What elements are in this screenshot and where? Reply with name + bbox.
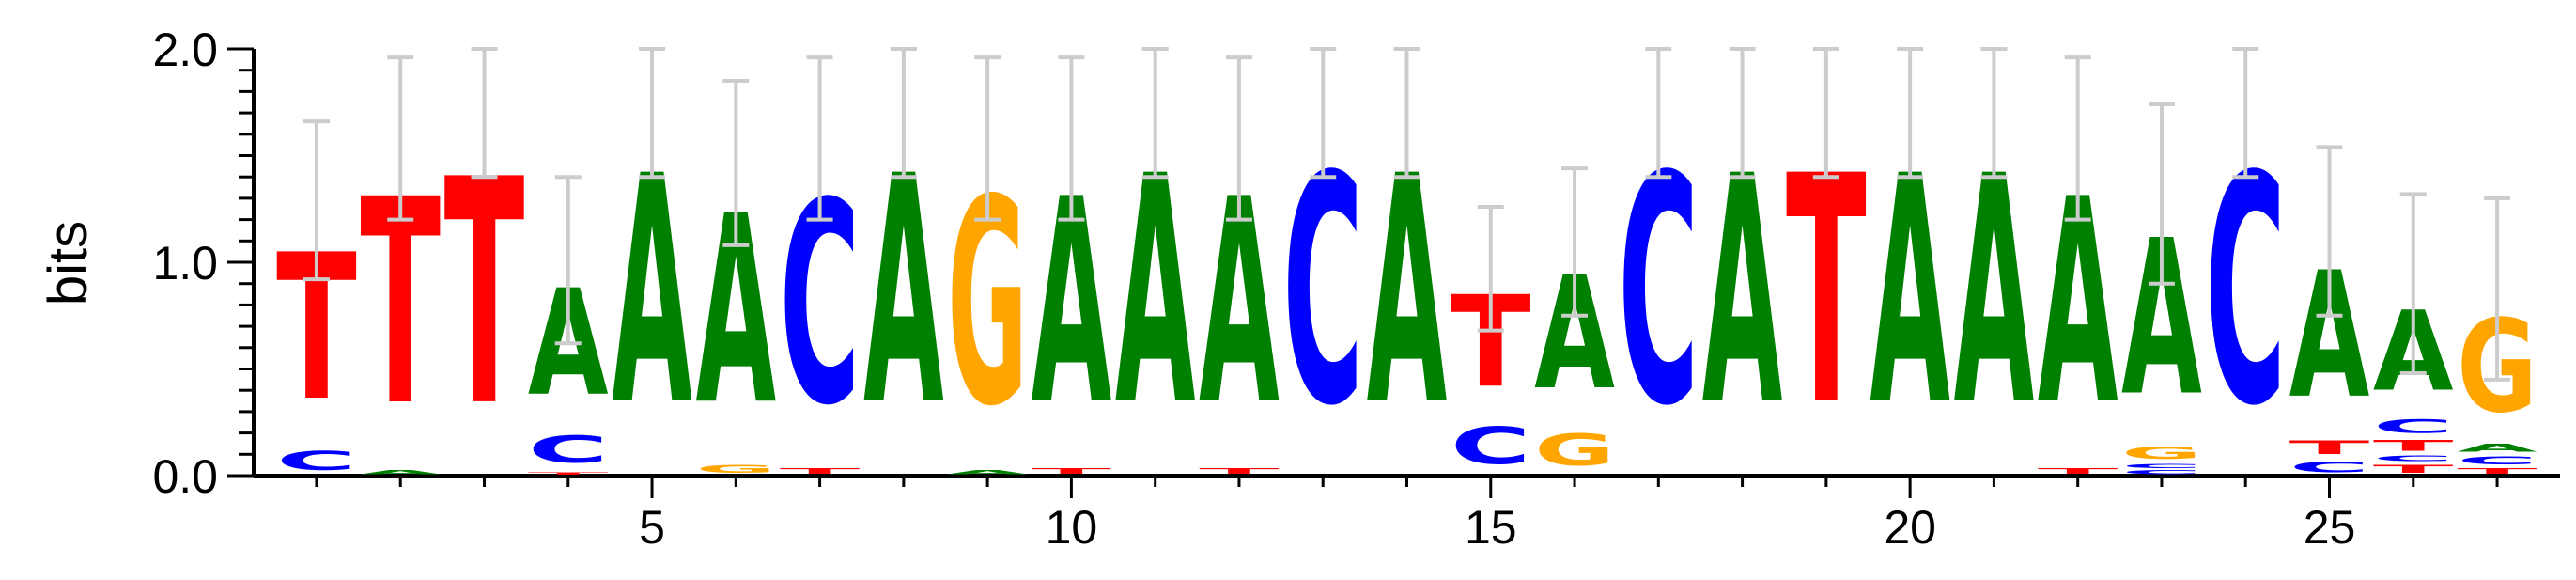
- error-bar: [1310, 47, 1337, 180]
- error-bars: [303, 47, 2511, 382]
- glyph-t: T: [780, 467, 861, 476]
- error-bar: [1393, 47, 1420, 180]
- glyph-c: C: [2457, 454, 2537, 467]
- glyph-c: C: [2289, 459, 2370, 476]
- x-tick-label: 20: [1884, 501, 1936, 554]
- glyph-a: A: [947, 469, 1028, 476]
- error-bar: [1645, 47, 1672, 180]
- glyph-g: G: [1534, 425, 1615, 476]
- x-tick-label: 5: [639, 501, 665, 554]
- error-bar: [1141, 47, 1169, 180]
- glyph-g: G: [695, 462, 776, 476]
- error-bar: [2232, 47, 2259, 180]
- error-bar: [471, 47, 498, 180]
- error-bar: [554, 175, 582, 346]
- y-tick-label: 1.0: [152, 237, 218, 290]
- error-bar: [1980, 47, 2008, 180]
- error-bar: [1897, 47, 1924, 180]
- glyph-t: T: [2038, 467, 2118, 476]
- error-bar: [806, 55, 833, 222]
- glyph-c: C: [528, 429, 609, 471]
- y-axis-title: bits: [38, 221, 99, 306]
- error-bar: [2484, 196, 2511, 382]
- error-bar: [1812, 47, 1839, 180]
- y-tick-label: 2.0: [152, 24, 218, 76]
- glyph-c: C: [2121, 462, 2202, 469]
- error-bar: [2316, 145, 2343, 318]
- error-bar: [639, 47, 666, 180]
- glyph-t: T: [528, 471, 609, 475]
- glyph-c: C: [1451, 416, 1531, 476]
- glyph-c: C: [2373, 415, 2454, 437]
- x-axis-ticks: 5 10 15 20 25: [315, 476, 2499, 554]
- error-bar: [2148, 102, 2175, 286]
- y-axis-ticks: 0.0 1.0 2.0: [152, 24, 254, 503]
- x-tick-label: 25: [2304, 501, 2356, 554]
- error-bar: [303, 119, 330, 282]
- x-tick-label: 10: [1046, 501, 1098, 554]
- error-bar: [1058, 55, 1085, 222]
- glyph-t: T: [2373, 437, 2454, 454]
- error-bar: [2399, 192, 2427, 376]
- glyph-t: T: [1032, 467, 1112, 476]
- glyph-t: T: [1199, 467, 1280, 476]
- error-bar: [974, 55, 1001, 222]
- glyph-c: C: [276, 446, 357, 476]
- x-tick-label: 15: [1465, 501, 1517, 554]
- glyph-a: A: [2457, 442, 2537, 455]
- glyph-g: G: [2121, 444, 2202, 462]
- glyph-c: C: [2373, 454, 2454, 462]
- error-bar: [722, 79, 750, 247]
- error-bar: [1729, 47, 1756, 180]
- glyph-t: T: [2457, 467, 2537, 476]
- error-bar: [1561, 166, 1589, 318]
- glyph-t: T: [2289, 437, 2370, 458]
- error-bar: [2064, 55, 2091, 222]
- error-bar: [387, 55, 414, 222]
- glyph-t: T: [2373, 463, 2454, 477]
- y-tick-label: 0.0: [152, 450, 218, 503]
- glyph-a: A: [360, 469, 441, 476]
- error-bar: [890, 47, 917, 180]
- error-bar: [1477, 204, 1504, 333]
- error-bar: [1225, 55, 1252, 222]
- glyph-c: C: [2121, 469, 2202, 476]
